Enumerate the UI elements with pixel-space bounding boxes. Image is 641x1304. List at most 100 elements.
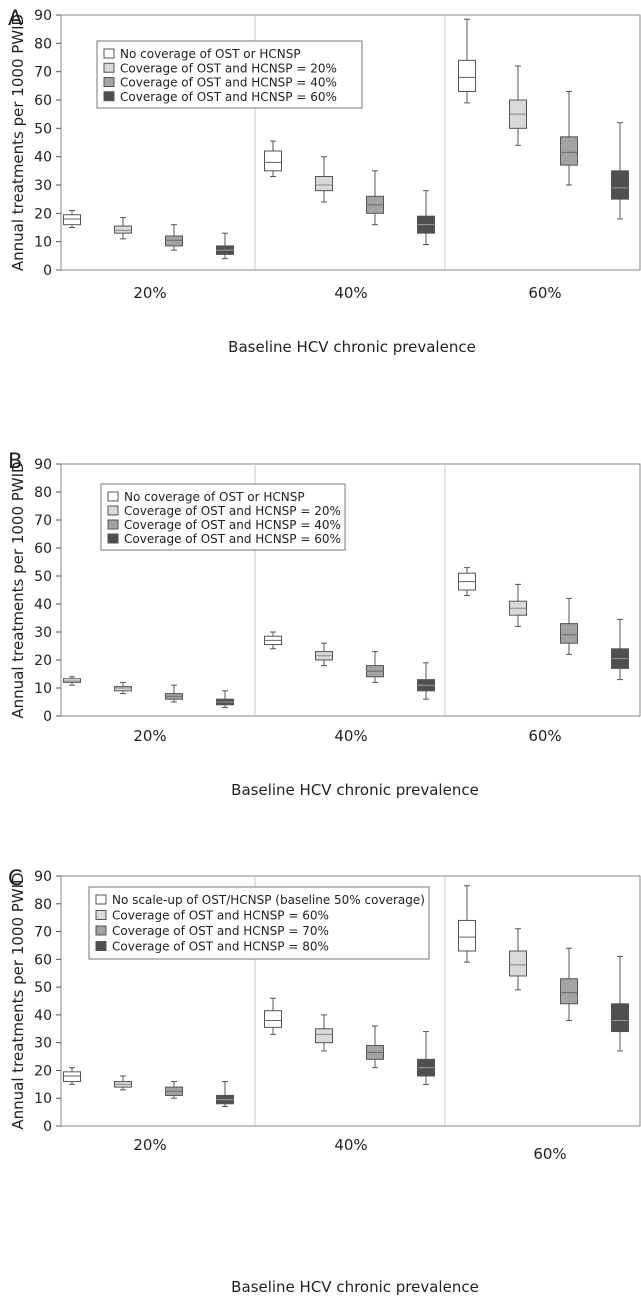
plot-frame	[60, 463, 641, 717]
box-1-20pct	[63, 1067, 81, 1085]
y-tick-label: 60	[34, 541, 52, 557]
y-tick-label: 50	[34, 569, 52, 585]
box-3-40pct	[366, 651, 384, 683]
panel-a: A	[8, 6, 23, 30]
box-body	[63, 1071, 81, 1083]
box-body	[509, 950, 527, 977]
x-axis-label: Baseline HCV chronic prevalence	[231, 781, 479, 799]
y-tick-label: 40	[34, 597, 52, 613]
y-tick-label: 10	[34, 235, 52, 251]
y-tick-label: 0	[43, 709, 52, 725]
box-4-60pct	[611, 956, 629, 1052]
box-4-20pct	[216, 690, 234, 709]
box-2-20pct	[114, 681, 132, 695]
chart-panel-b: 0 10 20 30 40 50 60 70 80 90 Annual treatments per…	[9, 457, 641, 799]
box-3-40pct	[366, 1025, 384, 1069]
y-tick-label: 50	[34, 121, 52, 137]
panel-b: B	[8, 449, 22, 473]
legend-swatch	[95, 910, 107, 920]
legend-entry: Coverage of OST and HCNSP = 60%	[112, 909, 329, 923]
y-tick-label: 80	[34, 36, 52, 52]
legend-entry: Coverage of OST and HCNSP = 20%	[120, 61, 337, 75]
box-1-20pct	[63, 210, 81, 228]
y-tick-label: 40	[34, 150, 52, 166]
box-body	[315, 176, 333, 192]
panel-c-letter: C	[8, 866, 23, 890]
x-tick-label: 60%	[528, 727, 561, 745]
y-tick-label: 90	[34, 8, 52, 24]
y-tick-label: 60	[34, 93, 52, 109]
y-tick-label: 20	[34, 1063, 52, 1079]
box-body	[611, 170, 629, 200]
legend-entry: Coverage of OST and HCNSP = 40%	[124, 518, 341, 532]
box-2-60pct	[509, 583, 527, 627]
box-4-20pct	[216, 232, 234, 260]
box-1-60pct	[458, 567, 476, 597]
box-1-40pct	[264, 140, 282, 177]
box-body	[560, 978, 578, 1005]
box-body	[114, 686, 132, 692]
box-3-60pct	[560, 91, 578, 186]
box-body	[264, 1010, 282, 1028]
box-2-20pct	[114, 1075, 132, 1091]
y-tick-label: 20	[34, 653, 52, 669]
legend-entry: Coverage of OST and HCNSP = 60%	[120, 90, 337, 104]
panel-a-letter: A	[8, 6, 23, 30]
y-tick-label: 80	[34, 485, 52, 501]
box-2-60pct	[509, 928, 527, 991]
x-tick-label: 40%	[334, 284, 367, 302]
legend-swatch	[107, 491, 119, 502]
y-axis-label: Annual treatments per 1000 PWID	[9, 14, 27, 271]
y-tick-label: 0	[43, 263, 52, 279]
legend-swatch	[107, 519, 119, 530]
legend-entry: Coverage of OST and HCNSP = 60%	[124, 532, 341, 546]
box-3-60pct	[560, 947, 578, 1021]
x-tick-label: 20%	[133, 1136, 166, 1154]
panel-b-letter: B	[8, 449, 22, 473]
box-body	[114, 225, 132, 234]
x-tick-label: 40%	[334, 1136, 367, 1154]
legend-swatch	[95, 894, 107, 905]
y-tick-label: 50	[34, 980, 52, 996]
box-3-20pct	[165, 224, 183, 251]
plot-frame	[60, 875, 641, 1127]
x-tick-label: 20%	[133, 284, 166, 302]
box-3-60pct	[560, 597, 578, 655]
legend-entry: Coverage of OST and HCNSP = 80%	[112, 940, 329, 954]
y-axis-label: Annual treatments per 1000 PWID	[9, 461, 27, 718]
legend-swatch	[103, 91, 115, 102]
legend-swatch	[103, 62, 115, 73]
box-2-40pct	[315, 642, 333, 667]
y-tick-label: 0	[43, 1119, 52, 1135]
y-tick-label: 90	[34, 457, 52, 473]
legend-swatch	[107, 533, 119, 544]
y-tick-label: 60	[34, 952, 52, 968]
box-3-40pct	[366, 170, 384, 226]
y-tick-label: 30	[34, 178, 52, 194]
y-tick-label: 10	[34, 1091, 52, 1107]
y-tick-label: 90	[34, 869, 52, 885]
y-tick-label: 40	[34, 1008, 52, 1024]
legend-entry: No coverage of OST or HCNSP	[120, 47, 301, 61]
box-2-60pct	[509, 65, 527, 146]
chart-panel-a: 0 10 20 30 40 50 60 70 80 90 Annual treatments per…	[9, 8, 641, 356]
box-4-40pct	[417, 1031, 435, 1085]
box-3-20pct	[165, 684, 183, 703]
x-tick-label: 20%	[133, 727, 166, 745]
box-2-20pct	[114, 217, 132, 240]
legend-frame	[100, 483, 346, 551]
legend: No scale-up of OST/HCNSP (baseline 50% c…	[88, 886, 430, 960]
legend-entry: No scale-up of OST/HCNSP (baseline 50% c…	[112, 893, 425, 907]
legend-swatch	[107, 505, 119, 516]
y-tick-label: 10	[34, 681, 52, 697]
x-tick-label: 40%	[334, 727, 367, 745]
y-tick-label: 80	[34, 897, 52, 913]
box-body	[165, 235, 183, 247]
legend-swatch	[95, 941, 107, 951]
box-body	[458, 59, 476, 92]
chart-panel-c: 0 10 20 30 40 50 60 70 80 90 Annual treatments per…	[9, 869, 641, 1296]
box-body	[560, 623, 578, 644]
legend-entry: Coverage of OST and HCNSP = 20%	[124, 504, 341, 518]
